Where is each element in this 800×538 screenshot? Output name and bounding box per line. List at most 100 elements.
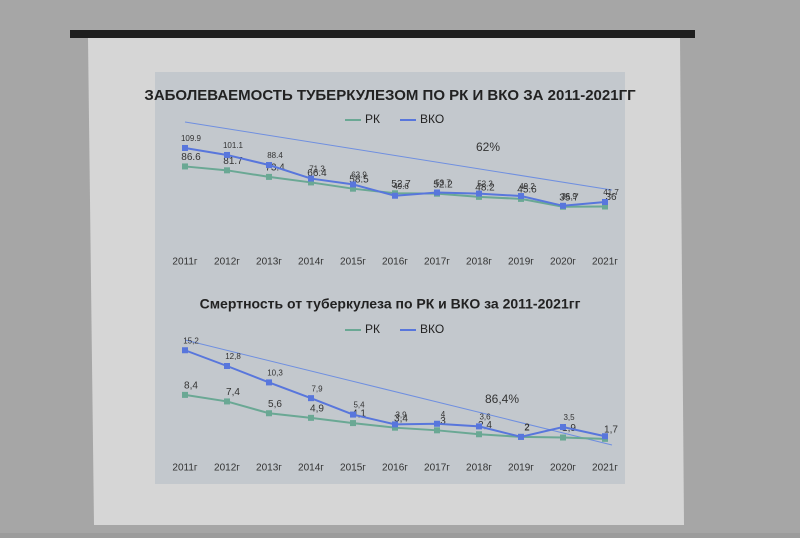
x-tick-label: 2014г — [298, 257, 324, 268]
x-tick-label: 2016г — [382, 257, 408, 268]
data-label: 3,9 — [395, 411, 407, 420]
data-label: 12,8 — [225, 352, 241, 361]
annotation: 86,4% — [485, 392, 519, 406]
data-label: 81.7 — [223, 156, 243, 167]
point — [350, 411, 356, 418]
data-label: 45.6 — [517, 185, 537, 196]
legend-label: РК — [365, 112, 380, 126]
point — [476, 431, 482, 438]
legend-label: РК — [365, 322, 380, 336]
legend-label: ВКО — [420, 322, 444, 336]
data-label: 63.9 — [351, 171, 367, 180]
x-tick-label: 2021г — [592, 257, 618, 268]
point — [308, 175, 314, 182]
point — [602, 198, 608, 205]
x-tick-label: 2011г — [172, 257, 198, 268]
x-tick-label: 2017г — [424, 463, 450, 474]
data-label: 7,9 — [311, 384, 323, 393]
data-label: 41.7 — [603, 188, 619, 197]
point — [560, 424, 566, 431]
data-label: 2,4 — [478, 420, 492, 431]
point — [476, 193, 482, 200]
x-tick-label: 2011г — [172, 463, 198, 474]
data-label: 52.2 — [433, 179, 453, 190]
x-tick-label: 2016г — [382, 463, 408, 474]
point — [308, 414, 314, 421]
x-tick-label: 2021г — [592, 463, 618, 474]
data-label: 3,5 — [563, 413, 575, 422]
data-label: 88.4 — [267, 151, 283, 160]
x-tick-label: 2012г — [214, 463, 240, 474]
x-tick-label: 2020г — [550, 257, 576, 268]
data-label: 4 — [441, 410, 446, 419]
point — [350, 181, 356, 188]
x-tick-label: 2014г — [298, 463, 324, 474]
data-label: 109.9 — [181, 134, 202, 143]
point — [224, 151, 230, 158]
point — [392, 192, 398, 199]
point — [602, 433, 608, 440]
point — [434, 189, 440, 196]
x-tick-label: 2013г — [256, 257, 282, 268]
data-label: 5,6 — [268, 399, 282, 410]
data-label: 15,2 — [183, 336, 199, 345]
chart-title: Смертность от туберкулеза по РК и ВКО за… — [200, 296, 581, 312]
chart-title: ЗАБОЛЕВАЕМОСТЬ ТУБЕРКУЛЕЗОМ ПО РК И ВКО … — [144, 87, 636, 104]
data-label: 4,1 — [352, 409, 366, 420]
x-tick-label: 2019г — [508, 463, 534, 474]
slide — [155, 72, 625, 484]
data-label: 53.7 — [435, 179, 451, 188]
point — [476, 190, 482, 197]
data-label: 52.7 — [391, 179, 411, 190]
data-label: 3,6 — [479, 412, 491, 421]
point — [518, 193, 524, 200]
point — [434, 420, 440, 427]
data-label: 3,4 — [394, 413, 408, 424]
data-label: 35.7 — [559, 192, 579, 203]
point — [182, 144, 188, 151]
data-label: 86.6 — [181, 152, 201, 163]
annotation: 62% — [476, 140, 500, 154]
data-label: 8,4 — [184, 381, 198, 392]
x-tick-label: 2019г — [508, 257, 534, 268]
point — [518, 433, 524, 440]
point — [224, 398, 230, 405]
x-tick-label: 2015г — [340, 257, 366, 268]
trend-arrow — [184, 121, 613, 191]
point — [224, 363, 230, 369]
data-label: 52.3 — [477, 180, 493, 189]
data-label: 2 — [525, 423, 530, 432]
x-tick-label: 2012г — [214, 257, 240, 268]
data-label: 7,4 — [226, 387, 240, 398]
data-label: 1,7 — [604, 424, 618, 435]
trend-arrow — [184, 339, 613, 446]
point — [350, 185, 356, 192]
screen-bar — [70, 30, 695, 38]
x-tick-label: 2015г — [340, 463, 366, 474]
point — [266, 379, 272, 386]
point — [560, 434, 566, 441]
point — [266, 162, 272, 169]
data-label: 48.2 — [475, 182, 495, 193]
point — [266, 173, 272, 180]
point — [392, 421, 398, 428]
data-label: 49.2 — [519, 182, 535, 191]
point — [224, 167, 230, 174]
point — [560, 202, 566, 209]
data-label: 101.1 — [223, 141, 244, 150]
data-label: 36 — [605, 192, 617, 203]
data-label: 3 — [440, 416, 446, 427]
x-tick-label: 2018г — [466, 257, 492, 268]
point — [476, 423, 482, 430]
data-label: 5,4 — [353, 401, 365, 410]
x-tick-label: 2020г — [550, 463, 576, 474]
data-label: 2 — [524, 423, 530, 434]
data-label: 4,9 — [310, 403, 324, 414]
point — [308, 179, 314, 186]
data-label: 36.9 — [561, 192, 577, 201]
legend-label: ВКО — [420, 112, 444, 126]
data-label: 58.5 — [349, 174, 369, 185]
point — [392, 424, 398, 431]
